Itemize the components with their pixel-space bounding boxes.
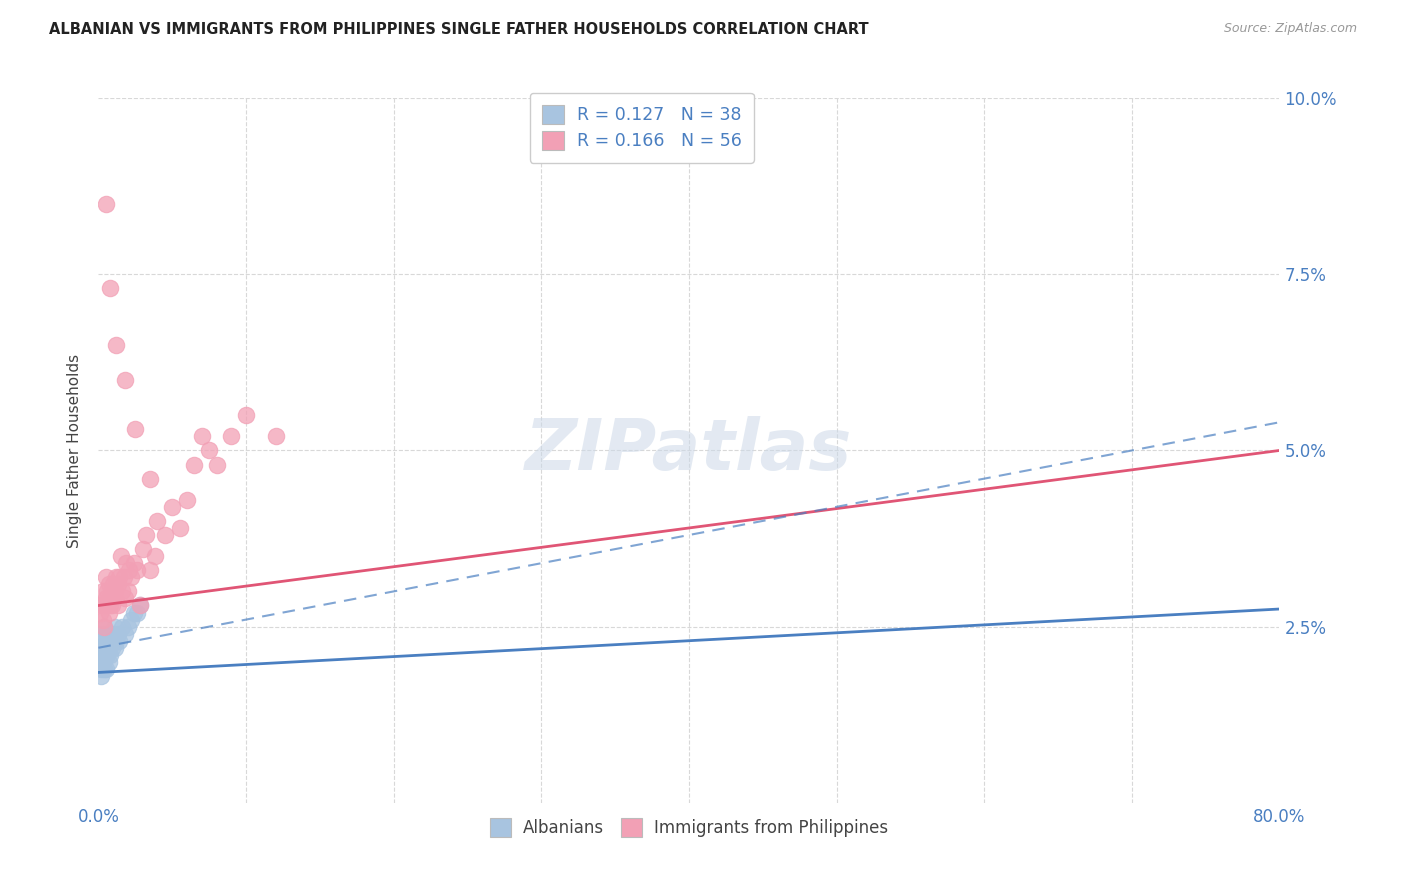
Point [103, 591, 125, 606]
Text: Source: ZipAtlas.com: Source: ZipAtlas.com [1223, 22, 1357, 36]
Point [91, 584, 114, 599]
Point [93, 640, 115, 655]
Point [100, 599, 122, 613]
Point [90, 669, 112, 683]
Point [235, 408, 257, 422]
Point [117, 619, 139, 633]
Point [94, 648, 117, 662]
Point [103, 633, 125, 648]
Point [176, 492, 198, 507]
Point [128, 599, 150, 613]
Point [89, 648, 111, 662]
Point [103, 577, 125, 591]
Point [104, 640, 127, 655]
Point [100, 584, 122, 599]
Point [96, 584, 118, 599]
Point [94, 570, 117, 584]
Point [120, 570, 142, 584]
Point [104, 584, 127, 599]
Point [124, 422, 146, 436]
Point [221, 429, 243, 443]
Point [108, 633, 131, 648]
Point [91, 626, 114, 640]
Point [107, 599, 129, 613]
Point [107, 577, 129, 591]
Point [122, 606, 145, 620]
Y-axis label: Single Father Households: Single Father Households [67, 353, 83, 548]
Point [100, 626, 122, 640]
Point [132, 542, 155, 557]
Point [93, 619, 115, 633]
Point [93, 599, 115, 613]
Point [96, 648, 118, 662]
Point [264, 429, 287, 443]
Point [205, 458, 228, 472]
Point [198, 443, 221, 458]
Point [97, 577, 120, 591]
Point [139, 563, 162, 577]
Point [128, 599, 150, 613]
Point [91, 640, 114, 655]
Point [97, 633, 120, 648]
Legend: Albanians, Immigrants from Philippines: Albanians, Immigrants from Philippines [484, 812, 894, 844]
Point [94, 591, 117, 606]
Point [97, 606, 120, 620]
Point [110, 549, 132, 564]
Text: ALBANIAN VS IMMIGRANTS FROM PHILIPPINES SINGLE FATHER HOUSEHOLDS CORRELATION CHA: ALBANIAN VS IMMIGRANTS FROM PHILIPPINES … [49, 22, 869, 37]
Point [104, 619, 127, 633]
Point [98, 633, 121, 648]
Point [89, 606, 111, 620]
Point [153, 528, 176, 542]
Point [108, 570, 131, 584]
Point [105, 633, 128, 648]
Point [183, 458, 205, 472]
Point [93, 619, 115, 633]
Point [120, 613, 142, 627]
Point [107, 626, 129, 640]
Point [96, 599, 118, 613]
Point [90, 640, 112, 655]
Point [191, 429, 214, 443]
Point [114, 591, 136, 606]
Point [100, 640, 122, 655]
Point [143, 549, 166, 564]
Point [112, 570, 135, 584]
Point [169, 521, 191, 535]
Point [115, 556, 138, 570]
Point [111, 619, 134, 633]
Text: ZIPatlas: ZIPatlas [526, 416, 852, 485]
Point [111, 584, 134, 599]
Point [98, 648, 121, 662]
Point [94, 662, 117, 676]
Point [146, 514, 169, 528]
Point [98, 591, 121, 606]
Point [90, 662, 112, 676]
Point [98, 281, 121, 295]
Point [135, 528, 157, 542]
Point [105, 570, 128, 584]
Point [122, 556, 145, 570]
Point [89, 655, 111, 669]
Point [91, 655, 114, 669]
Point [114, 373, 136, 387]
Point [94, 633, 117, 648]
Point [98, 599, 121, 613]
Point [118, 563, 141, 577]
Point [162, 500, 183, 514]
Point [97, 655, 120, 669]
Point [91, 613, 114, 627]
Point [93, 662, 115, 676]
Point [90, 599, 112, 613]
Point [96, 626, 118, 640]
Point [117, 584, 139, 599]
Point [97, 640, 120, 655]
Point [125, 606, 148, 620]
Point [139, 472, 162, 486]
Point [125, 563, 148, 577]
Point [105, 337, 128, 351]
Point [114, 626, 136, 640]
Point [90, 633, 112, 648]
Point [94, 196, 117, 211]
Point [89, 640, 111, 655]
